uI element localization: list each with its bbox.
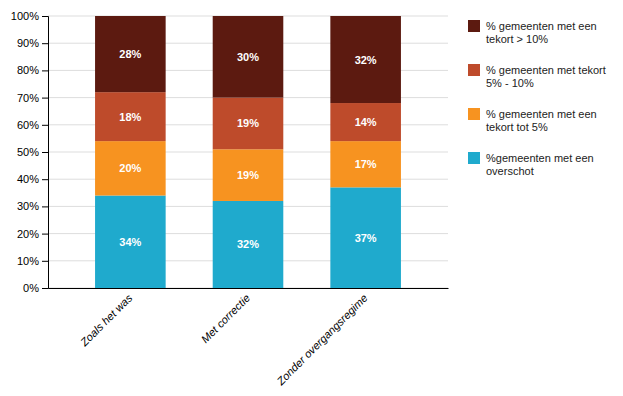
y-tick: 90%: [17, 37, 48, 49]
data-label: 19%: [237, 169, 259, 181]
bars: [95, 16, 401, 288]
y-tick: 30%: [17, 200, 48, 212]
y-tick: 100%: [11, 10, 48, 22]
x-tick: Zonder overgangsregime: [274, 288, 370, 388]
x-tick: Met correctie: [199, 288, 252, 345]
tick-mark: [42, 261, 48, 262]
tick-label: 70%: [17, 92, 39, 104]
data-labels: 34% 32% 37% 20% 19% 17% 18% 19% 14% 28% 30% 32%: [119, 48, 377, 250]
data-label: 28%: [119, 48, 141, 60]
bar: [95, 196, 166, 288]
bar: [213, 201, 284, 288]
tick-label: 0%: [23, 282, 39, 294]
bar: [95, 16, 166, 92]
tick-label: Met correctie: [199, 292, 252, 345]
bar: [95, 141, 166, 195]
bar: [95, 92, 166, 141]
tick-label: 50%: [17, 146, 39, 158]
tick-mark: [42, 288, 48, 289]
data-label: 18%: [119, 111, 141, 123]
data-label: 14%: [355, 116, 377, 128]
tick-mark: [42, 152, 48, 153]
tick-mark: [42, 125, 48, 126]
bar: [213, 98, 284, 150]
y-tick: 20%: [17, 228, 48, 240]
tick-label: 80%: [17, 64, 39, 76]
axis-line: [42, 17, 49, 289]
series: [95, 141, 401, 201]
tick-mark: [42, 70, 48, 71]
tick-mark: [42, 16, 48, 17]
axis-line: [49, 288, 449, 289]
legend-swatch: [468, 64, 480, 76]
data-label: 34%: [119, 236, 141, 248]
legend-item: % gemeenten met tekort5% - 10%: [468, 64, 606, 89]
tick-label: 90%: [17, 37, 39, 49]
tick-label: 100%: [11, 10, 39, 22]
tick-label: Zoals het was: [77, 291, 135, 349]
bar: [213, 16, 284, 98]
tick-mark: [42, 179, 48, 180]
data-label: 19%: [237, 117, 259, 129]
legend-label: %gemeenten met eenoverschot: [486, 152, 594, 177]
x-axis: Zoals het was Met correctie Zonder overgan…: [49, 288, 449, 388]
tick-label: 60%: [17, 119, 39, 131]
plot-area: 0%10%20%30%40%50%60%70%80%90%100%34%32%3…: [11, 10, 449, 388]
bar: [213, 149, 284, 201]
data-label: 32%: [237, 238, 259, 250]
legend-swatch: [468, 108, 480, 120]
tick-label: Zonder overgangsregime: [274, 292, 370, 388]
legend-item: % gemeenten met eentekort tot 5%: [468, 108, 597, 133]
bar: [330, 187, 401, 288]
series: [95, 187, 401, 288]
tick-mark: [42, 234, 48, 235]
data-label: 17%: [355, 158, 377, 170]
series: [95, 16, 401, 103]
tick-mark: [42, 98, 48, 99]
legend-item: % gemeenten met eentekort > 10%: [468, 20, 597, 45]
data-label: 30%: [237, 51, 259, 63]
legend-swatch: [468, 152, 480, 164]
tick-mark: [42, 43, 48, 44]
chart: 0%10%20%30%40%50%60%70%80%90%100%34%32%3…: [0, 0, 623, 396]
legend-label: % gemeenten met eentekort tot 5%: [486, 108, 597, 133]
tick-label: 20%: [17, 228, 39, 240]
bar: [330, 16, 401, 103]
y-tick: 70%: [17, 92, 48, 104]
grid: [48, 16, 448, 288]
y-axis: 0% 10% 20% 30% 40% 50% 60% 70% 80% 90% 100%: [11, 10, 49, 294]
legend-label: % gemeenten met eentekort > 10%: [486, 20, 597, 45]
y-tick: 60%: [17, 119, 48, 131]
legend-swatch: [468, 20, 480, 32]
bar: [330, 103, 401, 141]
bar: [330, 141, 401, 187]
data-label: 37%: [355, 232, 377, 244]
legend-item: %gemeenten met eenoverschot: [468, 152, 594, 177]
y-tick: 40%: [17, 173, 48, 185]
data-label: 32%: [355, 54, 377, 66]
x-tick: Zoals het was: [77, 288, 135, 349]
tick-mark: [42, 206, 48, 207]
data-label: 20%: [119, 162, 141, 174]
y-tick: 50%: [17, 146, 48, 158]
legend-label: % gemeenten met tekort5% - 10%: [486, 64, 606, 89]
y-tick: 80%: [17, 64, 48, 76]
tick-label: 40%: [17, 173, 39, 185]
legend: % gemeenten met eentekort > 10% % gemeent…: [468, 20, 606, 177]
tick-label: 30%: [17, 200, 39, 212]
tick-label: 10%: [17, 255, 39, 267]
y-tick: 0%: [23, 282, 48, 294]
y-tick: 10%: [17, 255, 48, 267]
